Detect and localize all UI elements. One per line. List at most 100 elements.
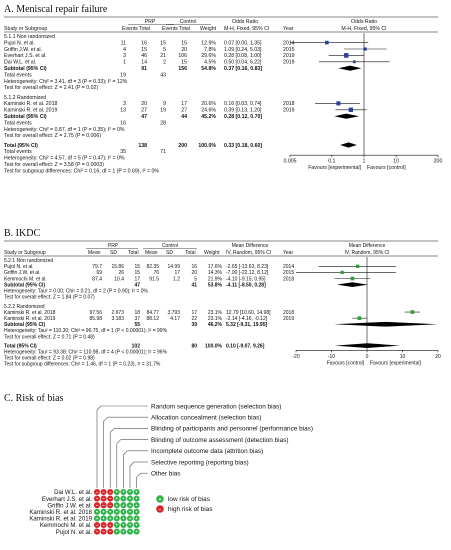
total-value: 16 — [141, 40, 147, 46]
overall-effect-text: Test for overall effect: Z = 2.75 (P = 0… — [4, 133, 101, 139]
subtotal-label: Subtotal (95% CI) — [4, 114, 47, 120]
events-value: 4 — [123, 47, 126, 53]
year-value: 2015 — [283, 47, 295, 53]
bias-low-dot — [120, 508, 127, 515]
total-header: Total — [128, 250, 139, 256]
total-events-value: 43 — [160, 72, 166, 78]
bias-high-symbol: − — [96, 529, 99, 534]
favours-left-label: Favours [control] — [327, 360, 365, 366]
bias-high-dot — [107, 528, 114, 535]
bias-high-symbol: − — [102, 523, 105, 528]
bias-low-dot — [126, 515, 134, 522]
plot-sub-header: IV, Random, 95% CI — [344, 250, 389, 256]
sd-value: 15.86 — [111, 264, 124, 270]
bias-low-dot — [93, 515, 101, 522]
bias-low-symbol: + — [135, 503, 138, 508]
total-label: Total (95% CI) — [4, 343, 37, 349]
study-name: Kaminski R. et al. 2018 — [4, 101, 57, 107]
bias-low-dot — [120, 502, 127, 509]
weight-value: 12.9% — [201, 40, 216, 46]
bias-low-dot — [107, 515, 114, 522]
bias-low-symbol: + — [102, 516, 105, 521]
total-events-value: 16 — [120, 120, 126, 126]
year-header: Year — [283, 26, 294, 32]
legend-low-label: low risk of bias — [168, 496, 210, 503]
year-value: 2019 — [283, 53, 295, 59]
total-value: 22 — [191, 316, 197, 322]
bias-high-symbol: − — [109, 523, 112, 528]
ci-value: -2.65 [-13.63, 8.23] — [226, 264, 269, 270]
bias-low-symbol: + — [129, 496, 132, 501]
study-name: Pujol N. et al. — [4, 264, 34, 270]
weight-value: 14.3% — [208, 270, 223, 276]
weight-header: Weight — [200, 26, 217, 32]
study-name: Griffin J.W. et al. — [4, 270, 41, 276]
sd-header: SD — [110, 250, 117, 256]
subtotal-ci: 5.32 [-9.31, 19.95] — [226, 322, 267, 328]
study-marker — [348, 107, 354, 112]
bias-study-name: Kaminski R. et al. 2018 — [29, 509, 92, 516]
ci-value: -7.00 [-22.12, 8.12] — [226, 270, 269, 276]
subtotal-total: 55 — [134, 322, 140, 328]
mean-header: Mean — [145, 250, 158, 256]
bias-low-symbol: + — [129, 529, 132, 534]
year-value: 2019 — [283, 316, 294, 322]
x-tick-label: 200 — [434, 159, 443, 165]
total-events-label: Total events — [4, 72, 32, 78]
bias-high-dot — [100, 521, 107, 529]
total-value: 27 — [181, 108, 187, 114]
bias-low-dot — [120, 495, 127, 502]
effect-header: Odds Ratio — [232, 19, 258, 25]
footer-stat: Test for overall effect: Z = 3.58 (P = 0… — [4, 162, 104, 168]
study-marker — [352, 60, 356, 64]
legend-high-dot — [156, 505, 164, 513]
total-value: 5 — [194, 276, 197, 282]
bias-low-dot — [133, 515, 140, 522]
study-name: Kaminski R. et al. 2019 — [4, 316, 56, 322]
bias-low-symbol: + — [135, 523, 138, 528]
bias-high-dot — [100, 528, 107, 535]
bias-high-dot — [93, 495, 101, 502]
total-n: 102 — [132, 343, 141, 349]
mean-value: 76 — [153, 270, 159, 276]
bias-low-dot — [120, 515, 127, 522]
total-value: 16 — [191, 264, 197, 270]
bias-low-symbol: + — [116, 496, 119, 501]
bias-high-dot — [100, 495, 107, 502]
bias-domain-label: Blinding of participants and personnel (… — [151, 426, 313, 433]
bias-high-symbol: − — [102, 496, 105, 501]
bias-low-symbol: + — [122, 503, 125, 508]
bias-high-symbol: − — [109, 529, 112, 534]
ci-value: -2.14 [-4.16, -0.12] — [226, 316, 268, 322]
bias-study-name: Pujol N. et al. — [56, 529, 93, 536]
total-weight: 100.0% — [198, 143, 216, 149]
footer-stat: Heterogeneity: Chi² = 4.57, df = 5 (P = … — [4, 156, 125, 162]
mean-value: 88.12 — [146, 316, 159, 322]
mean-header: Mean — [88, 250, 101, 256]
bias-low-dot — [126, 508, 134, 515]
effect-sub-header: M-H, Fixed, 95% CI — [224, 26, 269, 32]
sd-value: 10.4 — [114, 276, 124, 282]
events-value: 3 — [123, 53, 126, 59]
bias-high-dot — [107, 488, 114, 496]
bias-low-symbol: + — [129, 490, 132, 495]
weight-value: 23.1% — [208, 310, 223, 316]
study-marker — [410, 310, 415, 314]
x-tick-label: 0.005 — [284, 159, 297, 165]
sd-value: 2.673 — [111, 310, 124, 316]
subtotal-total: 47 — [141, 114, 147, 120]
sd-value: 3.183 — [111, 316, 124, 322]
bias-domain-label: Selective reporting (reporting bias) — [151, 459, 249, 466]
heterogeneity-text: Heterogeneity: Tau² = 110.30; Chi² = 96.… — [4, 328, 168, 334]
bias-domain-label: Random sequence generation (selection bi… — [151, 403, 281, 410]
subtotal-ci: 0.37 [0.16, 0.83] — [224, 66, 262, 72]
subtotal-total: 44 — [181, 114, 187, 120]
subtotal-label: Subtotal (95% CI) — [4, 66, 47, 72]
study-marker — [325, 40, 329, 45]
bias-low-dot — [133, 488, 140, 496]
total-value: 20 — [141, 101, 147, 107]
bias-high-symbol: − — [102, 490, 105, 495]
bias-low-dot — [133, 508, 140, 515]
mean-value: 82.35 — [146, 264, 159, 270]
bias-high-dot — [100, 488, 107, 496]
